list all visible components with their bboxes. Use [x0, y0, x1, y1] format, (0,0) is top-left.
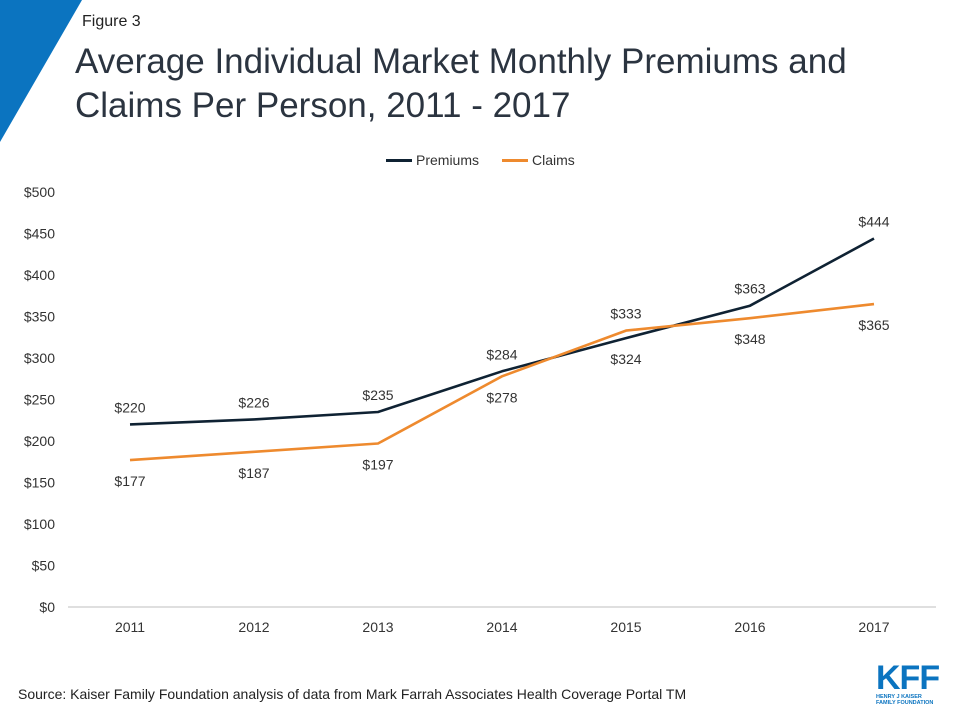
- data-label-claims: $365: [858, 317, 889, 333]
- x-tick-label: 2017: [858, 619, 889, 635]
- x-tick-label: 2016: [734, 619, 765, 635]
- legend-swatch-claims: [502, 158, 528, 162]
- logo-line-2: FAMILY FOUNDATION: [876, 700, 934, 706]
- y-tick-label: $0: [39, 599, 55, 615]
- data-label-claims: $348: [734, 331, 765, 347]
- logo-line-1: HENRY J KAISER: [876, 694, 922, 700]
- y-tick-label: $500: [24, 184, 55, 200]
- y-tick-label: $50: [32, 558, 56, 574]
- legend-label-premiums: Premiums: [416, 152, 480, 168]
- chart-title: Average Individual Market Monthly Premiu…: [75, 42, 847, 125]
- series-line-claims: [129, 302, 875, 462]
- y-tick-label: $150: [24, 475, 55, 491]
- data-label-premiums: $444: [858, 213, 889, 229]
- x-tick-label: 2013: [362, 619, 393, 635]
- figure-label: Figure 3: [82, 13, 141, 30]
- data-label-claims: $278: [486, 389, 517, 405]
- source-note: Source: Kaiser Family Foundation analysi…: [18, 686, 687, 702]
- data-label-premiums: $220: [114, 399, 145, 415]
- y-tick-label: $250: [24, 392, 55, 408]
- data-label-premiums: $363: [734, 281, 765, 297]
- data-label-premiums: $324: [610, 351, 641, 367]
- data-label-premiums: $226: [238, 394, 269, 410]
- y-tick-label: $400: [24, 267, 55, 283]
- series-line-premiums: [129, 237, 875, 426]
- data-label-claims: $197: [362, 456, 393, 472]
- legend-label-claims: Claims: [532, 152, 575, 168]
- x-tick-label: 2012: [238, 619, 269, 635]
- x-tick-label: 2015: [610, 619, 641, 635]
- y-tick-label: $300: [24, 350, 55, 366]
- data-label-claims: $333: [610, 306, 641, 322]
- y-tick-label: $100: [24, 516, 55, 532]
- kff-logo: KFF HENRY J KAISER FAMILY FOUNDATION: [876, 659, 946, 706]
- legend-item-claims: Claims: [502, 152, 575, 168]
- y-tick-label: $200: [24, 433, 55, 449]
- legend-swatch-premiums: [386, 158, 412, 162]
- data-label-claims: $177: [114, 473, 145, 489]
- data-label-claims: $187: [238, 465, 269, 481]
- y-tick-label: $350: [24, 309, 55, 325]
- data-label-premiums: $284: [486, 346, 517, 362]
- y-tick-label: $450: [24, 226, 55, 242]
- x-tick-label: 2014: [486, 619, 517, 635]
- x-tick-label: 2011: [115, 619, 145, 635]
- data-label-premiums: $235: [362, 387, 393, 403]
- corner-accent-shape: [0, 0, 82, 142]
- logo-mark: KFF: [876, 659, 940, 697]
- legend-item-premiums: Premiums: [386, 152, 479, 168]
